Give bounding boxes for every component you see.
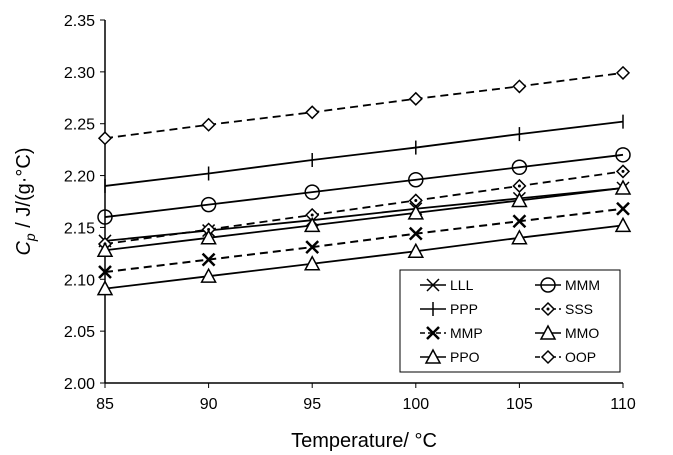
y-axis-label: Cp / J/(g·°C) (13, 147, 38, 255)
legend-label-MMM: MMM (565, 277, 600, 293)
y-tick-label: 2.30 (64, 65, 95, 82)
legend-label-SSS: SSS (565, 301, 593, 317)
y-tick-label: 2.35 (64, 13, 95, 30)
data-point-OOP (512, 79, 527, 94)
legend (399, 269, 621, 373)
data-point-PPO (511, 229, 528, 245)
data-point-SSS-dot (414, 198, 418, 202)
legend-label-MMP: MMP (450, 325, 483, 341)
legend-label-PPP: PPP (450, 301, 478, 317)
data-point-MMP (98, 265, 112, 279)
data-point-MMO (96, 241, 114, 257)
data-point-PPO (96, 280, 114, 296)
series-line-PPP (104, 120, 624, 187)
data-point-OOP (97, 131, 113, 146)
data-point-MMP (305, 240, 320, 255)
legend-marker-MMM (540, 277, 556, 293)
data-point-MMO (511, 191, 528, 208)
data-point-PPO (407, 242, 425, 259)
x-tick-label: 110 (610, 396, 636, 413)
series-line-PPO (104, 224, 624, 290)
x-tick-label: 90 (200, 396, 218, 413)
data-point-SSS-dot (310, 213, 314, 217)
data-point-MMP (408, 226, 423, 241)
data-point-MMO (200, 229, 217, 245)
data-point-PPO (200, 267, 217, 283)
series-line-MMM (104, 153, 624, 218)
data-point-OOP (615, 65, 631, 80)
data-point-SSS-dot (621, 169, 625, 173)
legend-label-OOP: OOP (565, 349, 596, 365)
x-tick-label: 95 (303, 396, 321, 413)
data-point-OOP (201, 117, 216, 132)
x-tick-label: 85 (96, 396, 114, 413)
x-axis-label: Temperature/ °C (291, 430, 437, 452)
series-line-MMP (104, 207, 624, 274)
y-tick-label: 2.25 (64, 117, 95, 134)
series-line-OOP (104, 72, 624, 140)
y-tick-label: 2.05 (64, 324, 95, 341)
data-point-MMO (407, 204, 425, 220)
legend-marker-LLL (426, 278, 440, 292)
legend-marker-MMP (426, 326, 440, 340)
legend-label-PPO: PPO (450, 349, 480, 365)
data-point-MMM (304, 184, 320, 200)
legend-marker-OOP (540, 349, 556, 365)
data-point-OOP (305, 105, 320, 120)
data-point-PPO (303, 255, 321, 271)
data-point-OOP (408, 91, 423, 106)
data-point-SSS-dot (517, 184, 521, 188)
y-tick-label: 2.20 (64, 169, 95, 186)
series-line-SSS (104, 170, 624, 245)
y-tick-label: 2.15 (64, 220, 95, 237)
series-line-LLL (104, 187, 624, 242)
data-point-MMM (511, 159, 528, 176)
data-point-MMP (512, 214, 527, 229)
legend-label-LLL: LLL (450, 277, 474, 293)
legend-label-MMO: MMO (565, 325, 599, 341)
data-point-MMM (408, 171, 424, 188)
x-tick-label: 100 (402, 396, 429, 413)
data-point-MMM (97, 209, 113, 225)
series-line-MMO (104, 187, 624, 252)
legend-marker-PPO (424, 348, 442, 364)
data-point-MMO (303, 216, 321, 233)
data-point-MMP (616, 201, 630, 216)
x-tick-label: 105 (506, 396, 533, 413)
data-point-MMM (615, 147, 631, 163)
legend-marker-SSS-dot (546, 307, 550, 311)
data-point-MMM (200, 196, 217, 213)
data-point-PPO (614, 216, 632, 233)
legend-marker-MMO (539, 324, 557, 340)
data-point-MMP (201, 252, 216, 267)
y-tick-label: 2.10 (64, 272, 95, 289)
y-tick-label: 2.00 (64, 376, 95, 393)
data-point-MMO (614, 179, 632, 195)
